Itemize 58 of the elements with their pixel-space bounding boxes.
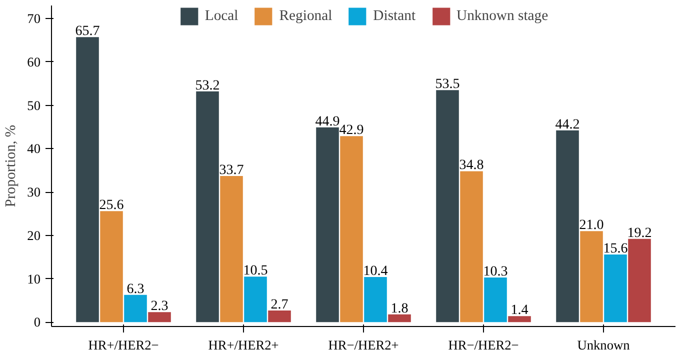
bar: [124, 294, 147, 322]
data-label: 44.9: [315, 114, 340, 130]
legend-label: Distant: [373, 8, 416, 24]
data-label: 33.7: [219, 162, 244, 178]
bar: [460, 171, 483, 322]
data-label: 25.6: [99, 198, 124, 214]
legend-label: Regional: [279, 8, 332, 24]
bar: [508, 316, 531, 322]
bar: [436, 90, 459, 322]
y-tick-label: 60: [27, 54, 41, 70]
data-label: 1.4: [510, 303, 528, 318]
data-label: 15.6: [603, 241, 628, 256]
legend-label: Unknown stage: [456, 8, 548, 24]
y-tick-label: 0: [34, 314, 41, 330]
bar: [220, 176, 243, 322]
bar: [340, 136, 363, 322]
bar: [100, 211, 123, 322]
bar: [388, 314, 411, 322]
data-label: 44.2: [555, 117, 580, 132]
bar: [556, 130, 579, 322]
y-axis-title: Proportion, %: [3, 124, 20, 208]
x-tick-label: HR+/HER2−: [88, 338, 159, 352]
bar: [628, 238, 651, 322]
x-tick-label: HR−/HER2−: [448, 338, 519, 352]
bar: [484, 277, 507, 322]
y-tick-label: 40: [27, 141, 41, 156]
bar: [196, 91, 219, 322]
data-label: 6.3: [126, 282, 144, 297]
x-tick-label: HR−/HER2+: [328, 338, 399, 352]
bar: [604, 254, 627, 322]
bar: [244, 276, 267, 322]
bar: [316, 127, 339, 322]
bar: [76, 37, 99, 322]
data-label: 10.3: [483, 264, 508, 280]
bar: [364, 277, 387, 322]
bar: [148, 312, 171, 322]
legend-label: Local: [204, 8, 238, 24]
data-label: 21.0: [579, 218, 604, 234]
data-label: 34.8: [459, 158, 484, 174]
y-tick-label: 30: [27, 184, 41, 200]
y-tick-label: 20: [27, 228, 41, 243]
data-label: 42.9: [339, 123, 364, 138]
bar: [580, 231, 603, 322]
y-tick-label: 50: [27, 98, 41, 113]
data-label: 2.7: [270, 297, 288, 312]
data-label: 53.2: [195, 78, 220, 94]
data-label: 53.5: [435, 77, 460, 92]
data-label: 10.4: [363, 264, 388, 280]
data-label: 1.8: [390, 301, 408, 316]
data-label: 19.2: [627, 226, 652, 241]
data-label: 10.5: [243, 264, 268, 279]
x-tick-label: HR+/HER2+: [208, 338, 279, 352]
x-tick-label: Unknown: [577, 338, 630, 352]
y-tick-label: 10: [27, 271, 41, 286]
bar: [268, 310, 291, 322]
data-label: 2.3: [150, 299, 168, 314]
y-tick-label: 70: [27, 11, 41, 26]
data-label: 65.7: [75, 24, 100, 40]
